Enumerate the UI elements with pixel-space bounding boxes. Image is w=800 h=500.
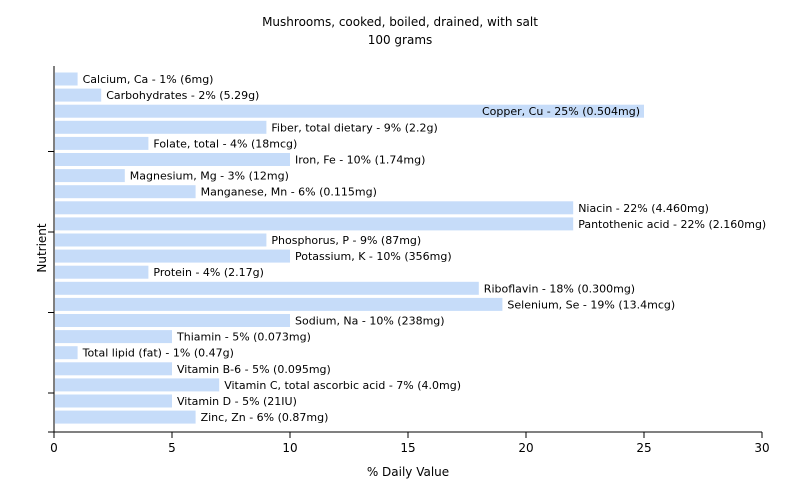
bar bbox=[55, 378, 220, 392]
bar bbox=[55, 314, 290, 327]
bar bbox=[55, 72, 78, 86]
bar-data-label: Vitamin D - 5% (21IU) bbox=[177, 395, 297, 408]
bar-data-label: Riboflavin - 18% (0.300mg) bbox=[484, 282, 635, 295]
bar-data-label: Sodium, Na - 10% (238mg) bbox=[295, 315, 445, 328]
bar-data-label: Iron, Fe - 10% (1.74mg) bbox=[295, 154, 425, 167]
bar-data-label: Fiber, total dietary - 9% (2.2g) bbox=[271, 121, 437, 134]
x-tick-label: 5 bbox=[168, 441, 176, 455]
bar-data-label: Manganese, Mn - 6% (0.115mg) bbox=[201, 186, 377, 199]
chart-subtitle: 100 grams bbox=[368, 33, 433, 47]
bar-data-label: Selenium, Se - 19% (13.4mcg) bbox=[507, 298, 675, 311]
x-axis-label: % Daily Value bbox=[367, 465, 449, 479]
bar bbox=[55, 185, 196, 199]
bar bbox=[55, 169, 125, 183]
bar-data-label: Phosphorus, P - 9% (87mg) bbox=[271, 234, 421, 247]
bar bbox=[55, 297, 503, 311]
bar bbox=[55, 410, 196, 424]
bar-data-label: Niacin - 22% (4.460mg) bbox=[578, 202, 709, 215]
x-tick-label: 10 bbox=[282, 441, 297, 455]
bar bbox=[55, 104, 644, 118]
bar-data-label: Pantothenic acid - 22% (2.160mg) bbox=[578, 218, 766, 231]
bar bbox=[55, 217, 574, 231]
bars-group: Calcium, Ca - 1% (6mg) Carbohydrates - 2%… bbox=[55, 72, 766, 424]
bar-data-label: Magnesium, Mg - 3% (12mg) bbox=[130, 170, 289, 183]
x-tick-label: 20 bbox=[518, 441, 533, 455]
bar bbox=[55, 120, 267, 134]
bar bbox=[55, 281, 479, 295]
x-tick-label: 15 bbox=[400, 441, 415, 455]
bar-data-label: Copper, Cu - 25% (0.504mg) bbox=[482, 105, 640, 118]
y-axis-label: Nutrient bbox=[35, 223, 49, 273]
bar-data-label: Thiamin - 5% (0.073mg) bbox=[176, 331, 311, 344]
bar-data-label: Carbohydrates - 2% (5.29g) bbox=[106, 89, 259, 102]
bar bbox=[55, 265, 149, 279]
chart-title: Mushrooms, cooked, boiled, drained, with… bbox=[262, 15, 538, 29]
bar-data-label: Protein - 4% (2.17g) bbox=[153, 266, 264, 279]
bar bbox=[55, 88, 102, 102]
bar-data-label: Vitamin C, total ascorbic acid - 7% (4.0… bbox=[224, 379, 461, 392]
bar bbox=[55, 249, 290, 263]
bar bbox=[55, 394, 172, 408]
bar bbox=[55, 330, 172, 344]
axes-group: 0 5 10 15 20 25 30 bbox=[48, 66, 770, 455]
bar-data-label: Zinc, Zn - 6% (0.87mg) bbox=[201, 411, 329, 424]
bar-data-label: Calcium, Ca - 1% (6mg) bbox=[83, 73, 214, 86]
bar-data-label: Vitamin B-6 - 5% (0.095mg) bbox=[177, 363, 331, 376]
x-tick-label: 25 bbox=[636, 441, 651, 455]
bar-data-label: Total lipid (fat) - 1% (0.47g) bbox=[82, 347, 234, 360]
bar-data-label: Potassium, K - 10% (356mg) bbox=[295, 250, 452, 263]
bar bbox=[55, 153, 290, 166]
bar bbox=[55, 201, 574, 215]
bar bbox=[55, 346, 78, 360]
x-tick-label: 0 bbox=[50, 441, 58, 455]
bar-data-label: Folate, total - 4% (18mcg) bbox=[153, 137, 297, 150]
bar bbox=[55, 136, 149, 150]
bar bbox=[55, 362, 172, 376]
bar bbox=[55, 233, 267, 247]
x-tick-label: 30 bbox=[754, 441, 769, 455]
